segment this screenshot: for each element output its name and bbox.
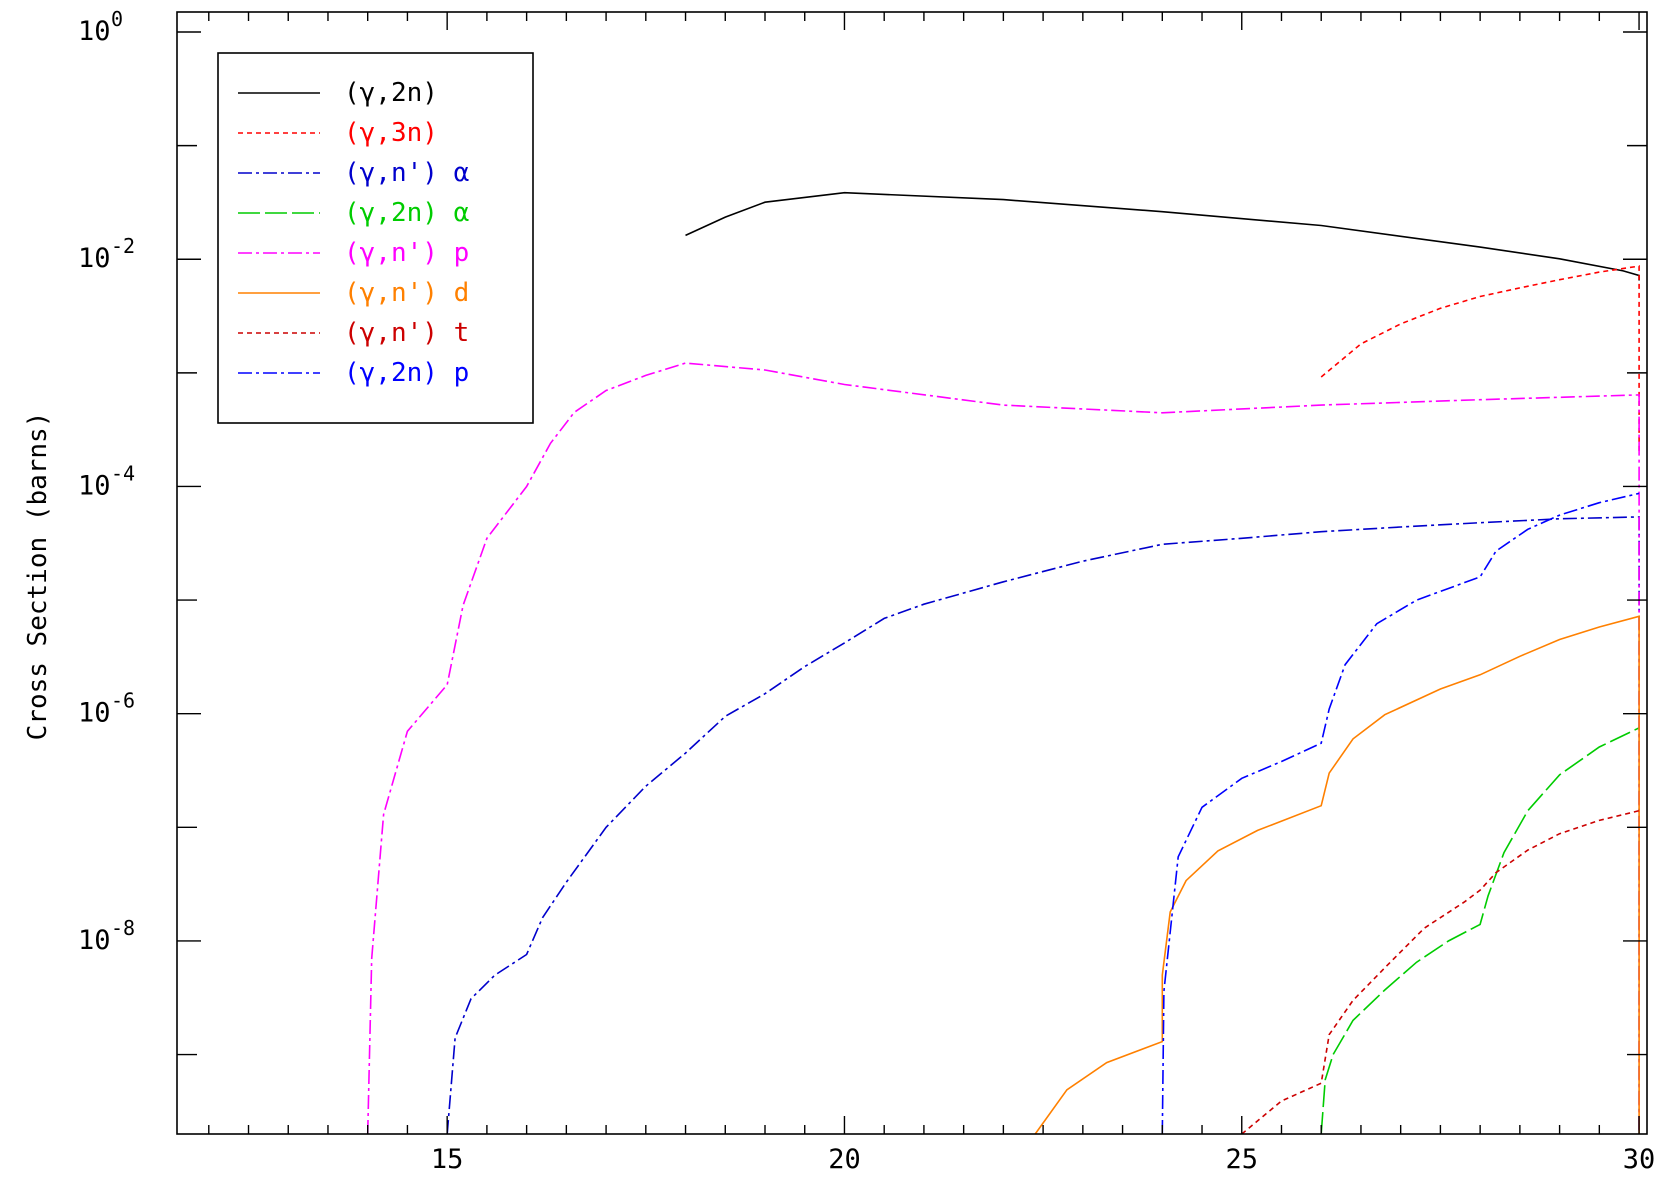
legend: (γ,2n) (γ,3n) (γ,n') α (γ,2n) α (γ,n') p (γ,n… [217,52,534,424]
series-layer [366,191,1640,1135]
y-tick-base: 10 [78,243,111,274]
x-tick-label: 15 [431,1144,464,1175]
series-line-3 [446,516,1640,1135]
series-line-6 [1034,615,1640,1135]
y-tick-exponent: -8 [111,916,135,940]
y-tick-exponent: -4 [111,461,135,485]
x-tick-label: 25 [1225,1144,1258,1175]
y-tick-label: 10 -2 [78,234,135,274]
y-tick-exponent: 0 [111,7,123,31]
y-tick-label: 10 -8 [78,916,135,956]
x-tick-label: 20 [828,1144,861,1175]
y-tick-base: 10 [78,925,111,956]
series-line-5 [366,362,1640,1135]
legend-label-3: (γ,n') α [344,158,469,188]
y-tick-base: 10 [78,16,111,47]
series-line-8 [1161,492,1640,1135]
series-line-4 [1320,727,1640,1135]
y-tick-base: 10 [78,470,111,501]
legend-box [217,52,534,424]
y-tick-label: 10 -6 [78,689,135,729]
legend-label-6: (γ,n') d [344,278,469,308]
y-tick-exponent: -2 [111,234,135,258]
series-line-2 [1320,265,1640,453]
legend-label-1: (γ,2n) [344,78,438,108]
legend-label-4: (γ,2n) α [344,198,469,228]
y-tick-exponent: -6 [111,689,135,713]
y-tick-label: 10 -4 [78,461,135,501]
legend-label-7: (γ,n') t [344,318,469,348]
y-axis-title: Cross Section (barns) [23,412,53,741]
legend-label-8: (γ,2n) p [344,358,469,388]
plot-frame [176,11,1648,1135]
series-line-1 [685,191,1640,281]
y-tick-label: 10 0 [78,7,123,47]
series-line-7 [1241,809,1640,1135]
legend-label-5: (γ,n') p [344,238,469,268]
y-tick-base: 10 [78,698,111,729]
legend-label-2: (γ,3n) [344,118,438,148]
x-tick-label: 30 [1623,1144,1656,1175]
